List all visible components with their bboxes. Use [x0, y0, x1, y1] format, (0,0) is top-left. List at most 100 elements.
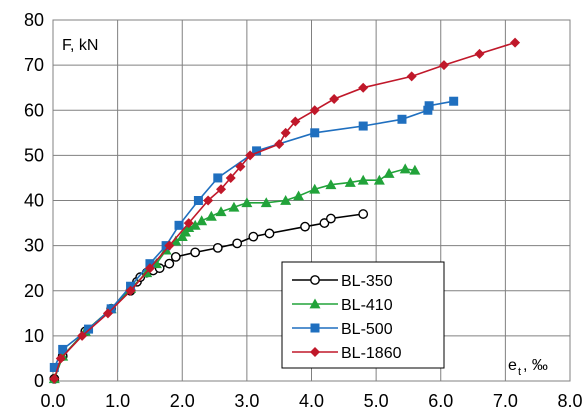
data-point-diamond — [55, 353, 66, 364]
data-point-triangle — [293, 190, 305, 201]
data-point-circle — [300, 221, 310, 232]
data-point-square — [49, 362, 59, 372]
data-point-triangle — [344, 176, 356, 187]
data-point-diamond — [225, 172, 236, 183]
data-point-diamond — [203, 195, 214, 206]
data-point-square — [84, 324, 94, 334]
y-tick-label: 60 — [24, 100, 44, 120]
x-axis-label-main: e — [508, 357, 517, 374]
data-point-diamond — [406, 71, 417, 82]
data-point-diamond — [274, 139, 285, 150]
data-point-triangle — [196, 215, 208, 226]
y-tick-label: 20 — [24, 281, 44, 301]
legend-entry: BL-1860 — [292, 345, 402, 362]
data-point-triangle — [215, 206, 227, 217]
data-point-circle — [190, 247, 201, 258]
data-point-triangle — [309, 298, 321, 309]
data-point-square — [449, 96, 459, 106]
data-point-triangle — [373, 174, 385, 185]
data-point-circle — [248, 231, 259, 242]
y-tick-label: 50 — [24, 145, 44, 165]
data-point-triangle — [189, 219, 201, 230]
data-point-triangle — [325, 179, 337, 190]
data-point-diamond — [358, 82, 369, 93]
legend-label: BL-1860 — [341, 345, 402, 362]
data-point-triangle — [260, 197, 272, 208]
data-point-square — [358, 121, 368, 131]
legend-entry: BL-410 — [292, 297, 393, 314]
x-tick-label: 5.0 — [364, 391, 389, 411]
data-point-circle — [232, 238, 243, 249]
y-tick-label: 0 — [34, 371, 44, 391]
y-tick-label: 10 — [24, 326, 44, 346]
series-bl-1860 — [49, 37, 521, 384]
legend-label: BL-410 — [341, 297, 393, 314]
data-point-diamond — [77, 330, 88, 341]
x-tick-label: 7.0 — [493, 391, 518, 411]
x-tick-label: 1.0 — [105, 391, 130, 411]
legend-label: BL-350 — [341, 273, 393, 290]
data-point-diamond — [309, 105, 320, 116]
data-point-square — [106, 304, 116, 314]
data-point-triangle — [170, 235, 182, 246]
data-point-diamond — [183, 218, 194, 229]
x-axis-label-unit: , ‰ — [523, 357, 548, 374]
data-point-square — [423, 105, 433, 115]
y-axis-label: F, kN — [62, 37, 98, 54]
data-point-square — [58, 344, 68, 354]
data-point-circle — [325, 213, 336, 224]
data-point-square — [310, 323, 320, 333]
data-point-diamond — [164, 240, 175, 251]
data-point-diamond — [290, 116, 301, 127]
data-point-triangle — [309, 183, 321, 194]
data-point-square — [174, 220, 184, 230]
data-point-diamond — [329, 93, 340, 104]
legend-entry: BL-500 — [292, 321, 393, 338]
data-point-circle — [358, 209, 369, 219]
data-point-circle — [310, 275, 320, 285]
x-tick-label: 4.0 — [299, 391, 324, 411]
y-tick-label: 80 — [24, 10, 44, 30]
data-point-square — [193, 196, 203, 205]
data-point-diamond — [216, 184, 227, 195]
x-tick-label: 8.0 — [557, 391, 582, 411]
data-point-square — [213, 173, 223, 183]
x-axis-label: e t , ‰ — [508, 357, 548, 378]
data-point-diamond — [510, 37, 521, 48]
x-tick-label: 6.0 — [428, 391, 453, 411]
legend-entry: BL-350 — [292, 273, 393, 290]
data-point-square — [252, 146, 262, 156]
data-point-diamond — [474, 48, 485, 59]
y-tick-label: 70 — [24, 55, 44, 75]
data-point-triangle — [241, 197, 253, 208]
data-point-triangle — [399, 163, 411, 174]
data-point-circle — [212, 242, 223, 253]
data-point-diamond — [102, 308, 113, 319]
data-point-circle — [319, 218, 330, 228]
data-point-triangle — [409, 164, 421, 175]
y-tick-label: 30 — [24, 236, 44, 256]
legend-label: BL-500 — [341, 321, 393, 338]
x-tick-label: 3.0 — [234, 391, 259, 411]
data-point-triangle — [357, 174, 369, 185]
data-point-triangle — [280, 195, 292, 205]
data-point-diamond — [235, 161, 246, 172]
data-point-square — [310, 128, 320, 138]
data-point-diamond — [245, 150, 256, 161]
y-tick-label: 40 — [24, 191, 44, 211]
data-point-square — [424, 101, 434, 111]
data-point-diamond — [49, 373, 60, 384]
data-point-diamond — [438, 60, 449, 71]
data-point-diamond — [144, 263, 155, 274]
data-point-diamond — [125, 285, 136, 296]
data-point-diamond — [310, 347, 320, 357]
tick-labels: 0.0 1.0 2.0 3.0 4.0 5.0 6.0 7.0 8.0 0 10 20 30 40 50 60… — [24, 10, 583, 411]
data-point-circle — [164, 258, 175, 269]
data-point-triangle — [383, 167, 395, 178]
data-point-triangle — [205, 210, 217, 221]
series-layer — [48, 37, 521, 384]
data-point-triangle — [228, 201, 240, 212]
x-tick-label: 2.0 — [170, 391, 195, 411]
